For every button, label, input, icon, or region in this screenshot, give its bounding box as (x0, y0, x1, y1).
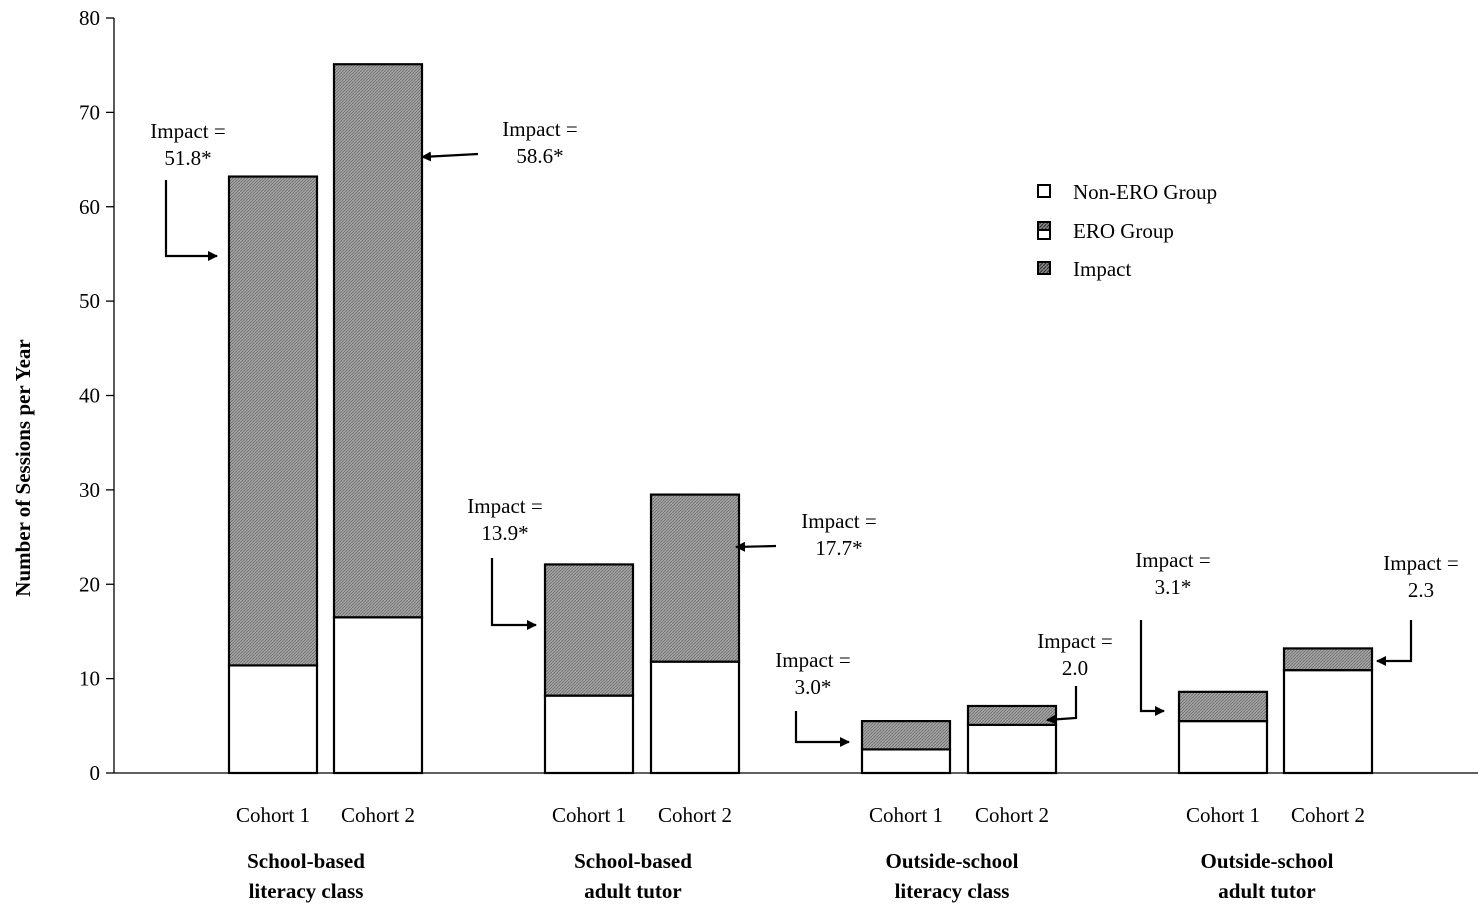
bar-impact-segment (860, 719, 952, 751)
y-tick-label: 70 (79, 100, 100, 124)
y-tick-label: 10 (79, 667, 100, 691)
y-tick-label: 60 (79, 195, 100, 219)
x-category-label: Cohort 2 (658, 803, 732, 827)
impact-annotation-line1: Impact = (1383, 551, 1458, 575)
bar-impact-segment (332, 63, 424, 619)
x-category-label: Cohort 1 (869, 803, 943, 827)
y-tick-label: 40 (79, 384, 100, 408)
legend-label: ERO Group (1073, 219, 1174, 243)
y-axis-label: Number of Sessions per Year (11, 339, 35, 596)
impact-annotation-value: 51.8* (164, 146, 211, 170)
x-category-label: Cohort 2 (975, 803, 1049, 827)
impact-annotation-value: 17.7* (815, 536, 862, 560)
impact-annotation-value: 58.6* (516, 144, 563, 168)
x-category-label: Cohort 2 (341, 803, 415, 827)
x-group-label: adult tutor (584, 879, 681, 903)
y-tick-label: 80 (79, 6, 100, 30)
legend-swatch-ero-top (1037, 221, 1051, 231)
bar-non-ero-segment (649, 660, 741, 775)
y-tick-label: 0 (90, 761, 101, 785)
x-group-label: literacy class (895, 879, 1010, 903)
x-group-label: School-based (574, 849, 692, 873)
y-axis: 0 10 20 30 40 50 60 70 80 (79, 6, 115, 785)
impact-arrow (164, 180, 218, 261)
impact-annotation-value: 2.3 (1408, 578, 1434, 602)
y-tick-label: 20 (79, 572, 100, 596)
bar-impact-segment (543, 563, 635, 697)
legend-swatch-non-ero (1037, 184, 1051, 198)
bar-impact-segment (1282, 647, 1374, 672)
legend-label: Non-ERO Group (1073, 180, 1217, 204)
impact-annotation-line1: Impact = (1037, 629, 1112, 653)
x-category-label: Cohort 1 (552, 803, 626, 827)
impact-arrow (421, 151, 479, 162)
impact-arrow (1376, 620, 1413, 666)
x-group-label: adult tutor (1218, 879, 1315, 903)
impact-arrow (1139, 620, 1165, 716)
impact-annotation-line1: Impact = (150, 119, 225, 143)
bar-impact-segment (966, 704, 1058, 726)
legend-swatch-impact (1037, 261, 1051, 275)
impact-annotations: Impact = 51.8* Impact = 58.6* Impact = 13.9* I… (150, 117, 1459, 747)
bar-non-ero-segment (1177, 719, 1269, 775)
bar-non-ero-segment (227, 664, 319, 775)
impact-annotation-value: 3.0* (795, 675, 832, 699)
legend-swatch-ero-bottom (1037, 229, 1051, 240)
x-axis: Cohort 1 Cohort 2 School-based literacy cla… (114, 772, 1478, 903)
x-group-label: Outside-school (1200, 849, 1333, 873)
legend: Non-ERO Group ERO Group Impact (1037, 180, 1217, 281)
impact-arrow (1046, 686, 1078, 725)
bar-non-ero-segment (966, 723, 1058, 775)
impact-annotation-value: 3.1* (1155, 575, 1192, 599)
impact-arrow (794, 711, 850, 747)
impact-annotation-value: 13.9* (481, 521, 528, 545)
bar-non-ero-segment (543, 694, 635, 775)
bar-impact-segment (649, 493, 741, 663)
y-tick-label: 30 (79, 478, 100, 502)
bar-non-ero-segment (332, 616, 424, 775)
impact-arrow (490, 558, 537, 630)
bar-non-ero-segment (860, 748, 952, 775)
legend-label: Impact (1073, 257, 1131, 281)
bar-non-ero-segment (1282, 669, 1374, 775)
x-group-label: literacy class (249, 879, 364, 903)
x-category-label: Cohort 2 (1291, 803, 1365, 827)
y-tick-label: 50 (79, 289, 100, 313)
bar-impact-segment (227, 175, 319, 667)
impact-arrow (735, 541, 777, 552)
impact-annotation-line1: Impact = (467, 494, 542, 518)
impact-annotation-line1: Impact = (775, 648, 850, 672)
x-category-label: Cohort 1 (236, 803, 310, 827)
impact-annotation-line1: Impact = (801, 509, 876, 533)
x-group-label: School-based (247, 849, 365, 873)
x-category-label: Cohort 1 (1186, 803, 1260, 827)
x-group-label: Outside-school (885, 849, 1018, 873)
bar-impact-segment (1177, 690, 1269, 723)
impact-annotation-line1: Impact = (502, 117, 577, 141)
impact-annotation-value: 2.0 (1062, 656, 1088, 680)
impact-annotation-line1: Impact = (1135, 548, 1210, 572)
